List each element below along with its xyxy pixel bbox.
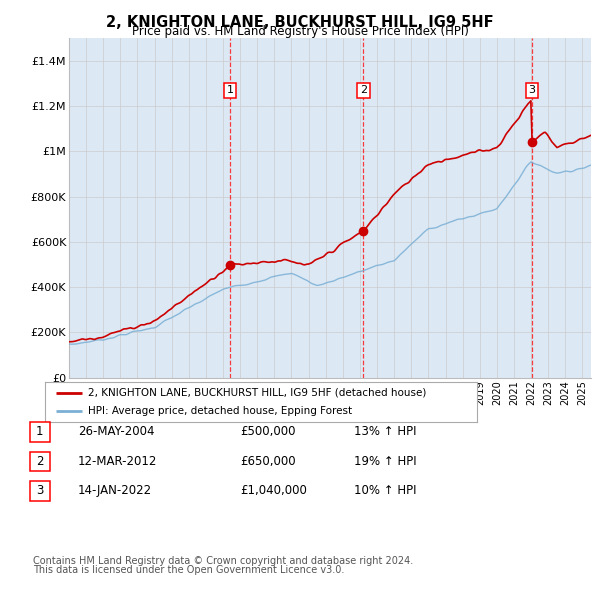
Text: 13% ↑ HPI: 13% ↑ HPI xyxy=(354,425,416,438)
Text: 1: 1 xyxy=(226,86,233,96)
Text: 2: 2 xyxy=(36,455,44,468)
Text: 3: 3 xyxy=(528,86,535,96)
Text: 2, KNIGHTON LANE, BUCKHURST HILL, IG9 5HF: 2, KNIGHTON LANE, BUCKHURST HILL, IG9 5H… xyxy=(106,15,494,30)
Text: £650,000: £650,000 xyxy=(240,455,296,468)
Text: HPI: Average price, detached house, Epping Forest: HPI: Average price, detached house, Eppi… xyxy=(88,407,352,417)
Text: 10% ↑ HPI: 10% ↑ HPI xyxy=(354,484,416,497)
Text: 26-MAY-2004: 26-MAY-2004 xyxy=(78,425,155,438)
Text: 2, KNIGHTON LANE, BUCKHURST HILL, IG9 5HF (detached house): 2, KNIGHTON LANE, BUCKHURST HILL, IG9 5H… xyxy=(88,388,427,398)
Text: 3: 3 xyxy=(36,484,44,497)
Text: £500,000: £500,000 xyxy=(240,425,296,438)
Text: Contains HM Land Registry data © Crown copyright and database right 2024.: Contains HM Land Registry data © Crown c… xyxy=(33,556,413,566)
Text: 2: 2 xyxy=(360,86,367,96)
Text: 1: 1 xyxy=(36,425,44,438)
Text: This data is licensed under the Open Government Licence v3.0.: This data is licensed under the Open Gov… xyxy=(33,565,344,575)
Text: 14-JAN-2022: 14-JAN-2022 xyxy=(78,484,152,497)
Text: Price paid vs. HM Land Registry's House Price Index (HPI): Price paid vs. HM Land Registry's House … xyxy=(131,25,469,38)
Text: 12-MAR-2012: 12-MAR-2012 xyxy=(78,455,157,468)
Text: 19% ↑ HPI: 19% ↑ HPI xyxy=(354,455,416,468)
Text: £1,040,000: £1,040,000 xyxy=(240,484,307,497)
